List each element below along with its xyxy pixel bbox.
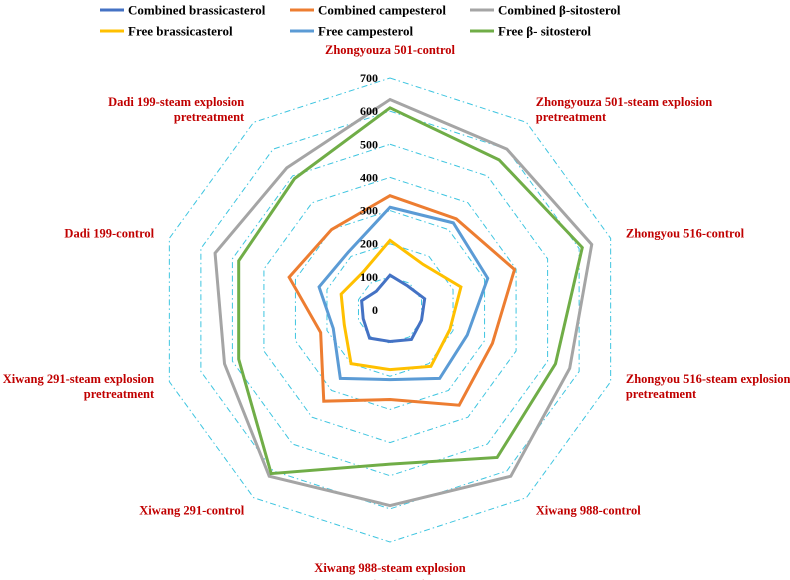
axis-label-line: Dadi 199-steam explosion	[108, 95, 244, 109]
axis-label-line: pretreatment	[355, 576, 426, 580]
tick-label-0: 0	[372, 303, 378, 317]
radar-series	[213, 97, 594, 508]
axis-label-line: pretreatment	[84, 387, 155, 401]
tick-label-400: 400	[360, 170, 378, 184]
axis-label-line: Xiwang 988-steam explosion	[314, 561, 465, 575]
axis-label-8: Dadi 199-control	[64, 226, 154, 240]
axis-label-line: pretreatment	[536, 110, 607, 124]
grid-ring-400	[263, 176, 517, 444]
axis-label-line: Xiwang 988-control	[536, 504, 642, 518]
legend-label: Free campesterol	[318, 24, 414, 39]
axis-label-6: Xiwang 291-control	[139, 504, 245, 518]
tick-label-300: 300	[360, 204, 378, 218]
series-line-3	[339, 238, 463, 372]
axis-label-7: Xiwang 291-steam explosion pretreatment	[3, 372, 155, 401]
series-line-4	[317, 205, 490, 382]
tick-label-200: 200	[360, 237, 378, 251]
axis-label-line: Xiwang 291-steam explosion	[3, 372, 154, 386]
axis-label-3: Zhongyou 516-steam explosion pretreatment	[626, 372, 790, 401]
axis-label-line: Zhongyou 516-control	[626, 226, 745, 240]
series-line-2	[213, 97, 594, 508]
tick-label-600: 600	[360, 104, 378, 118]
series-line-0	[360, 273, 427, 343]
axis-labels: Zhongyouza 501-control Zhongyouza 501-ste…	[3, 43, 790, 580]
legend-item-1: Combined campesterol	[290, 3, 446, 18]
axis-label-line: pretreatment	[626, 387, 697, 401]
tick-label-100: 100	[360, 270, 378, 284]
series-line-1	[287, 194, 517, 407]
series-line-5	[237, 106, 584, 476]
legend-label: Free brassicasterol	[128, 24, 233, 39]
grid-ring-500	[231, 143, 549, 477]
legend-item-3: Free brassicasterol	[100, 24, 233, 39]
axis-label-1: Zhongyouza 501-steam explosion pretreatme…	[536, 95, 712, 124]
axis-label-line: Xiwang 291-control	[139, 504, 245, 518]
legend-label: Combined campesterol	[318, 3, 446, 18]
legend-item-4: Free campesterol	[290, 24, 414, 39]
axis-label-4: Xiwang 988-control	[536, 504, 642, 518]
grid-ring-300	[294, 210, 486, 410]
radar-grid	[168, 77, 612, 543]
axis-label-line: Dadi 199-control	[64, 226, 154, 240]
axis-label-0: Zhongyouza 501-control	[325, 43, 456, 57]
grid-ring-700	[168, 77, 612, 543]
legend-item-5: Free β- sitosterol	[470, 24, 591, 39]
tick-label-700: 700	[360, 71, 378, 85]
legend-label: Combined β-sitosterol	[498, 3, 621, 18]
axis-label-9: Dadi 199-steam explosion pretreatment	[108, 95, 245, 124]
axis-label-line: Zhongyou 516-steam explosion	[626, 372, 790, 386]
legend-item-2: Combined β-sitosterol	[470, 3, 621, 18]
legend-item-0: Combined brassicasterol	[100, 3, 266, 18]
radial-tick-labels: 0 100 200 300 400 500 600 700	[360, 71, 378, 317]
legend-label: Free β- sitosterol	[498, 24, 591, 39]
axis-label-line: Zhongyouza 501-control	[325, 43, 456, 57]
tick-label-500: 500	[360, 137, 378, 151]
grid-ring-600	[200, 110, 580, 510]
legend: Combined brassicasterol Combined campeste…	[100, 3, 621, 39]
axis-label-2: Zhongyou 516-control	[626, 226, 745, 240]
legend-label: Combined brassicasterol	[128, 3, 266, 18]
grid-ring-200	[326, 243, 454, 377]
axis-label-line: pretreatment	[174, 110, 245, 124]
axis-label-line: Zhongyouza 501-steam explosion	[536, 95, 712, 109]
